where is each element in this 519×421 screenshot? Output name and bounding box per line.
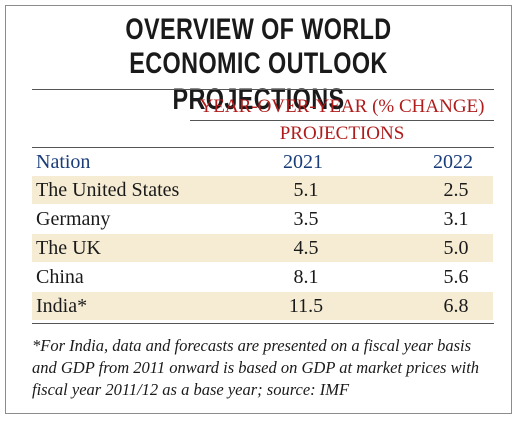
cell-2022: 6.8 [443,295,469,317]
cell-2022: 3.1 [443,208,469,230]
column-header-2021: 2021 [283,151,323,173]
top-rule [32,89,494,90]
cell-2021: 5.1 [293,179,319,201]
cell-nation: India* [36,295,88,317]
column-header-2022: 2022 [433,151,473,173]
cell-2021: 3.5 [293,208,319,230]
cell-nation: The UK [36,237,101,259]
header-rule [32,147,494,148]
table-row: The UK 4.5 5.0 [32,234,493,262]
chart-title-line1: OVERVIEW OF WORLD [125,13,392,46]
bottom-rule [32,323,494,324]
header-group-rule [190,120,494,121]
chart-title-line2: ECONOMIC OUTLOOK PROJECTIONS [129,47,388,116]
cell-nation: Germany [36,208,111,230]
table-row: India* 11.5 6.8 [32,292,493,320]
table-row: The United States 5.1 2.5 [32,176,493,204]
table-row: Germany 3.5 3.1 [32,205,493,233]
cell-2022: 5.0 [443,237,469,259]
footnote: *For India, data and forecasts are prese… [32,336,480,399]
cell-2022: 2.5 [443,179,469,201]
cell-2021: 11.5 [288,295,324,317]
column-header-nation: Nation [36,151,91,173]
cell-2021: 8.1 [293,266,319,288]
header-sub-label: PROJECTIONS [279,123,405,144]
table-row: China 8.1 5.6 [32,263,493,291]
cell-nation: China [36,266,84,288]
cell-2021: 4.5 [293,237,319,259]
table-frame [5,5,512,414]
header-group-label: YEAR-OVER-YEAR (% CHANGE) [199,96,485,117]
cell-2022: 5.6 [443,266,469,288]
cell-nation: The United States [36,179,180,201]
